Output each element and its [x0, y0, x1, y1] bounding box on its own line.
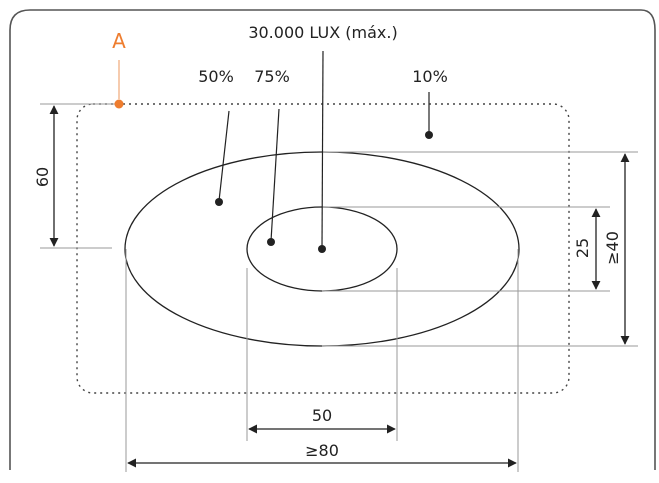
outer-frame: [9, 9, 656, 470]
point-a-marker: [114, 99, 124, 109]
dimension-80-label: ≥80: [305, 441, 339, 460]
leader-lines: [218, 50, 430, 249]
percent-10-label: 10%: [412, 67, 448, 86]
max-lux-label: 30.000 LUX (máx.): [248, 23, 397, 42]
dimension-40-label: ≥40: [603, 231, 622, 265]
dimension-60-label: 60: [33, 167, 52, 187]
marker-50-percent: [215, 198, 223, 206]
dimension-25-label: 25: [573, 238, 592, 258]
guide-lines: [40, 103, 638, 472]
marker-75-percent: [267, 238, 275, 246]
dimension-50-label: 50: [312, 406, 332, 425]
marker-10-percent: [425, 131, 433, 139]
point-a-label: A: [112, 29, 126, 53]
percent-75-label: 75%: [254, 67, 290, 86]
percent-50-label: 50%: [198, 67, 234, 86]
marker-30000-lux: [318, 245, 326, 253]
